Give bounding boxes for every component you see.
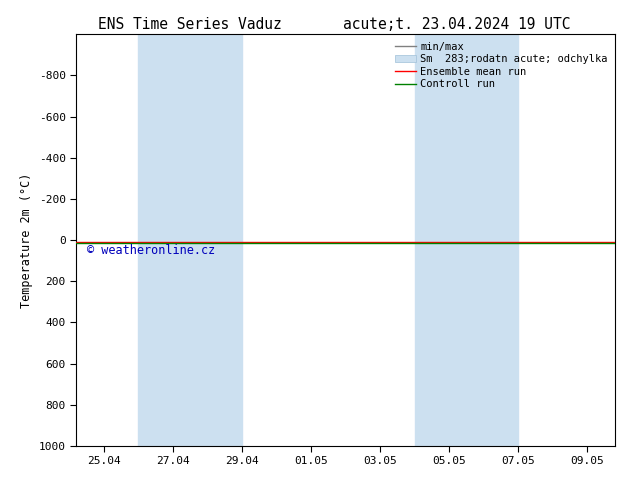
Bar <box>138 34 242 446</box>
Text: © weatheronline.cz: © weatheronline.cz <box>87 244 215 257</box>
Y-axis label: Temperature 2m (°C): Temperature 2m (°C) <box>20 172 33 308</box>
Legend: min/max, Sm  283;rodatn acute; odchylka, Ensemble mean run, Controll run: min/max, Sm 283;rodatn acute; odchylka, … <box>393 40 610 92</box>
Text: ENS Time Series Vaduz: ENS Time Series Vaduz <box>98 17 282 32</box>
Bar <box>415 34 518 446</box>
Text: acute;t. 23.04.2024 19 UTC: acute;t. 23.04.2024 19 UTC <box>343 17 570 32</box>
